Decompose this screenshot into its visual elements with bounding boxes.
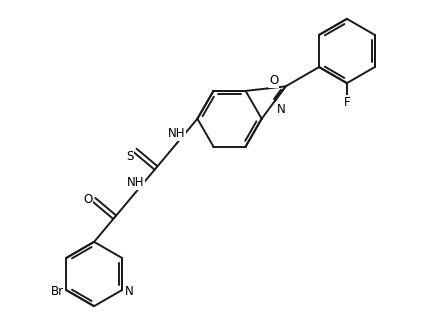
Text: F: F (344, 96, 350, 109)
Text: N: N (124, 285, 133, 298)
Text: N: N (277, 102, 286, 115)
Text: O: O (269, 74, 279, 87)
Text: S: S (126, 150, 134, 163)
Text: NH: NH (127, 176, 144, 189)
Text: O: O (83, 193, 92, 206)
Text: NH: NH (168, 127, 186, 140)
Text: Br: Br (51, 285, 64, 298)
